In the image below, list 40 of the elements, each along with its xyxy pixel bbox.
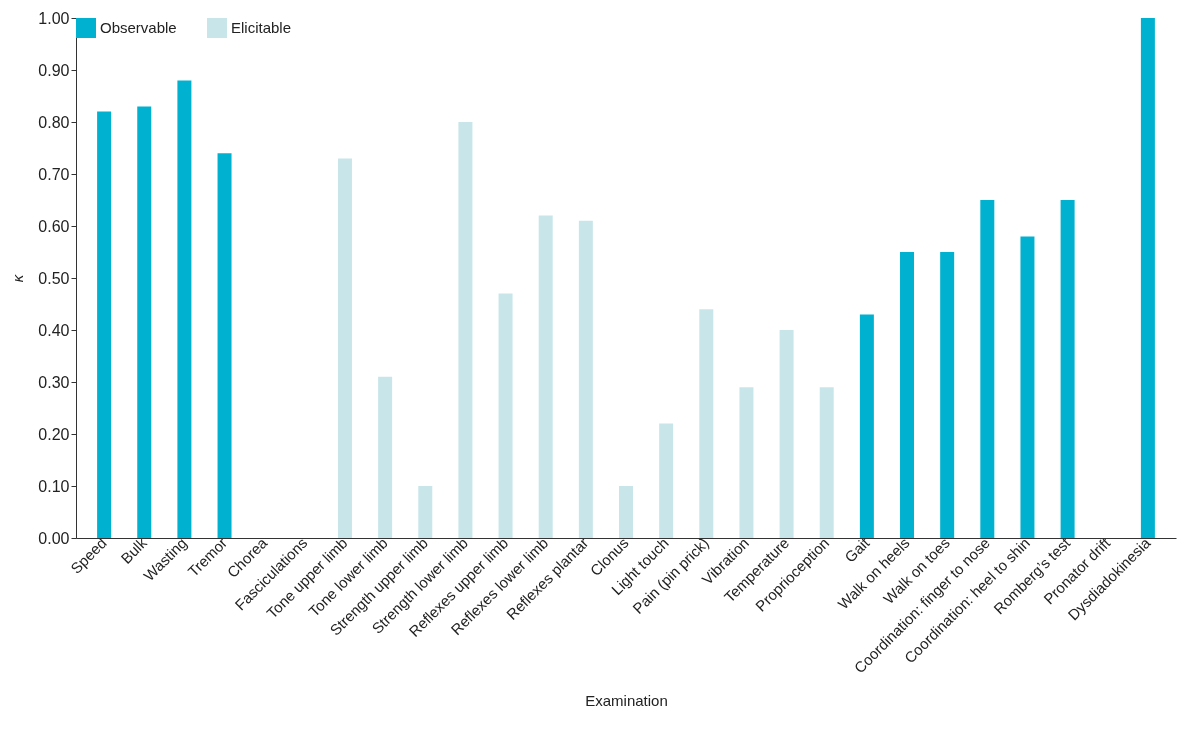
bar: [1060, 200, 1075, 538]
bar: [137, 106, 152, 538]
bar: [337, 158, 352, 538]
bar: [900, 252, 915, 538]
y-tick-label: 0.90: [38, 61, 70, 79]
bar: [1020, 236, 1035, 538]
bar: [779, 330, 794, 538]
bar: [538, 215, 553, 538]
bar: [498, 293, 513, 538]
x-axis-title: Examination: [585, 692, 668, 710]
bar: [458, 122, 473, 538]
x-tick-label: Gait: [841, 533, 874, 566]
legend-label: Elicitable: [231, 19, 292, 36]
y-tick-label: 0.30: [38, 373, 70, 391]
y-axis-title: κ: [9, 273, 27, 283]
y-tick-label: 0.00: [38, 529, 70, 547]
bar: [418, 486, 433, 538]
y-tick-label: 0.10: [38, 477, 70, 495]
bar: [378, 376, 393, 538]
bar: [940, 252, 955, 538]
legend-label: Observable: [100, 19, 177, 36]
bar: [217, 153, 232, 538]
bar: [619, 486, 633, 538]
bar: [578, 220, 593, 538]
bar: [819, 387, 834, 538]
bar: [859, 314, 874, 538]
bar: [739, 387, 754, 538]
y-tick-label: 0.80: [38, 113, 70, 131]
y-tick-label: 0.50: [38, 269, 70, 287]
y-tick-label: 1.00: [38, 9, 70, 27]
bar: [1140, 18, 1155, 538]
bar: [699, 309, 714, 538]
y-tick-label: 0.60: [38, 217, 70, 235]
bar: [97, 111, 112, 538]
y-tick-label: 0.70: [38, 165, 70, 183]
bar: [659, 423, 674, 538]
bar: [177, 80, 192, 538]
y-tick-label: 0.40: [38, 321, 70, 339]
y-tick-label: 0.20: [38, 425, 70, 443]
bar: [980, 200, 995, 538]
